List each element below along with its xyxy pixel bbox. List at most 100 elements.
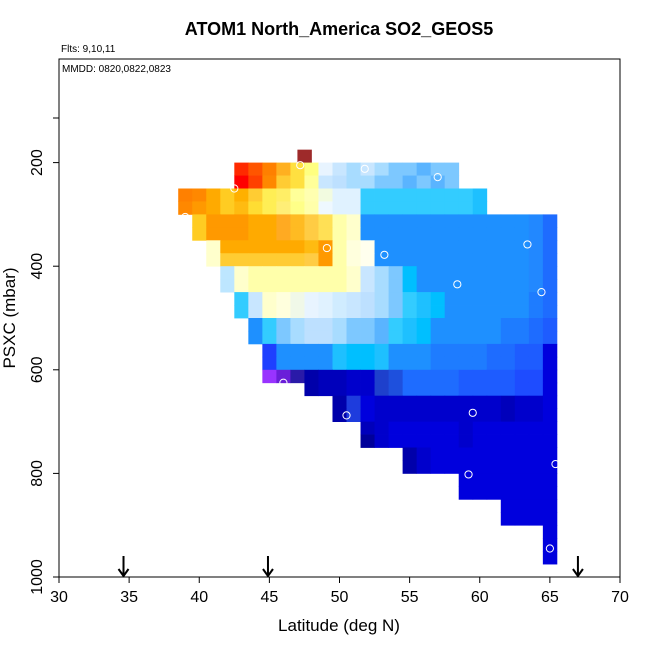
heatmap-cell: [360, 214, 375, 228]
heatmap-cell: [458, 408, 474, 422]
heatmap-cell: [542, 305, 558, 319]
heatmap-cell: [514, 434, 530, 448]
y-tick-label: 400: [29, 253, 46, 280]
heatmap-cell: [360, 162, 375, 176]
heatmap-cell: [444, 318, 460, 332]
x-tick-label: 60: [471, 589, 489, 606]
heatmap-cell: [290, 201, 305, 215]
heatmap-cell: [290, 188, 305, 202]
heatmap-cell: [360, 266, 375, 280]
data-point: [523, 240, 532, 249]
heatmap-cell: [318, 266, 333, 280]
heatmap-cell: [486, 486, 502, 500]
heatmap-cell: [332, 408, 347, 422]
heatmap-cell: [528, 318, 544, 332]
x-tick-label: 70: [611, 589, 629, 606]
heatmap-cell: [500, 356, 516, 371]
heatmap-cell: [388, 253, 404, 267]
heatmap-cell: [304, 292, 319, 306]
dates-note: MMDD: 0820,0822,0823: [62, 64, 171, 75]
heatmap-cell: [486, 253, 502, 267]
heatmap-cell: [472, 292, 488, 306]
heatmap-cell: [486, 395, 502, 410]
heatmap-cell: [346, 240, 361, 254]
heatmap-cell: [374, 292, 389, 306]
heatmap-cell: [374, 305, 389, 319]
heatmap-cell: [402, 369, 418, 384]
heatmap-cell: [542, 473, 558, 487]
heatmap-cell: [360, 382, 375, 397]
heatmap-cell: [472, 486, 488, 500]
heatmap-cell: [528, 253, 544, 267]
heatmap-cell: [374, 227, 389, 241]
heatmap-cell: [542, 227, 558, 241]
heatmap-cell: [514, 279, 530, 293]
heatmap-cell: [346, 188, 361, 202]
heatmap-cell: [248, 175, 263, 189]
heatmap-cell: [374, 162, 389, 176]
heatmap-cell: [444, 162, 460, 176]
heatmap-cell: [262, 266, 277, 280]
heatmap-cell: [332, 175, 347, 189]
heatmap-cell: [332, 330, 347, 345]
heatmap-cell: [486, 227, 502, 241]
heatmap-cell: [388, 162, 404, 176]
heatmap-cell: [416, 201, 432, 215]
heatmap-cell: [542, 240, 558, 254]
heatmap-cell: [500, 486, 516, 500]
heatmap-cell: [234, 305, 249, 319]
heatmap-cell: [500, 460, 516, 474]
heatmap-cell: [276, 240, 291, 254]
heatmap-cell: [262, 330, 277, 345]
heatmap-cell: [514, 356, 530, 371]
heatmap-cell: [374, 175, 389, 189]
heatmap-cell: [472, 266, 488, 280]
heatmap-cell: [360, 227, 375, 241]
heatmap-cell: [318, 214, 333, 228]
heatmap-cell: [500, 253, 516, 267]
heatmap-cell: [206, 188, 221, 202]
heatmap-cell: [542, 395, 558, 410]
heatmap-cell: [374, 266, 389, 280]
heatmap-cell: [444, 266, 460, 280]
x-tick-label: 50: [331, 589, 349, 606]
heatmap-cell: [290, 318, 305, 332]
heatmap-cell: [500, 227, 516, 241]
heatmap-cell: [416, 227, 432, 241]
heatmap-cell: [262, 227, 277, 241]
y-tick-label: 800: [29, 460, 46, 487]
heatmap-cell: [332, 318, 347, 332]
heatmap-cell: [388, 279, 404, 293]
heatmap-cell: [444, 382, 460, 397]
heatmap-cell: [444, 253, 460, 267]
heatmap-cell: [346, 330, 361, 345]
heatmap-cell: [500, 512, 516, 526]
heatmap-cell: [458, 486, 474, 500]
heatmap-cell: [444, 175, 460, 189]
heatmap-cell: [234, 240, 249, 254]
heatmap-cell: [514, 305, 530, 319]
heatmap-cell: [514, 330, 530, 345]
heatmap-cell: [542, 525, 558, 539]
data-point: [342, 411, 351, 420]
heatmap-cell: [276, 279, 291, 293]
heatmap-cell: [430, 408, 446, 422]
heatmap-cell: [220, 188, 235, 202]
heatmap-cell: [318, 201, 333, 215]
heatmap-cell: [444, 395, 460, 410]
heatmap-cell: [262, 318, 277, 332]
heatmap-cell: [360, 369, 375, 384]
heatmap-cell: [416, 240, 432, 254]
heatmap-cell: [542, 356, 558, 371]
heatmap-cell: [444, 227, 460, 241]
heatmap-cells: [178, 149, 558, 565]
heatmap-cell: [416, 266, 432, 280]
heatmap-cell: [416, 253, 432, 267]
heatmap-cell: [304, 382, 319, 397]
data-point: [230, 184, 239, 193]
heatmap-cell: [542, 266, 558, 280]
heatmap-cell: [374, 330, 389, 345]
heatmap-cell: [318, 240, 333, 254]
heatmap-cell: [332, 382, 347, 397]
heatmap-cell: [472, 460, 488, 474]
